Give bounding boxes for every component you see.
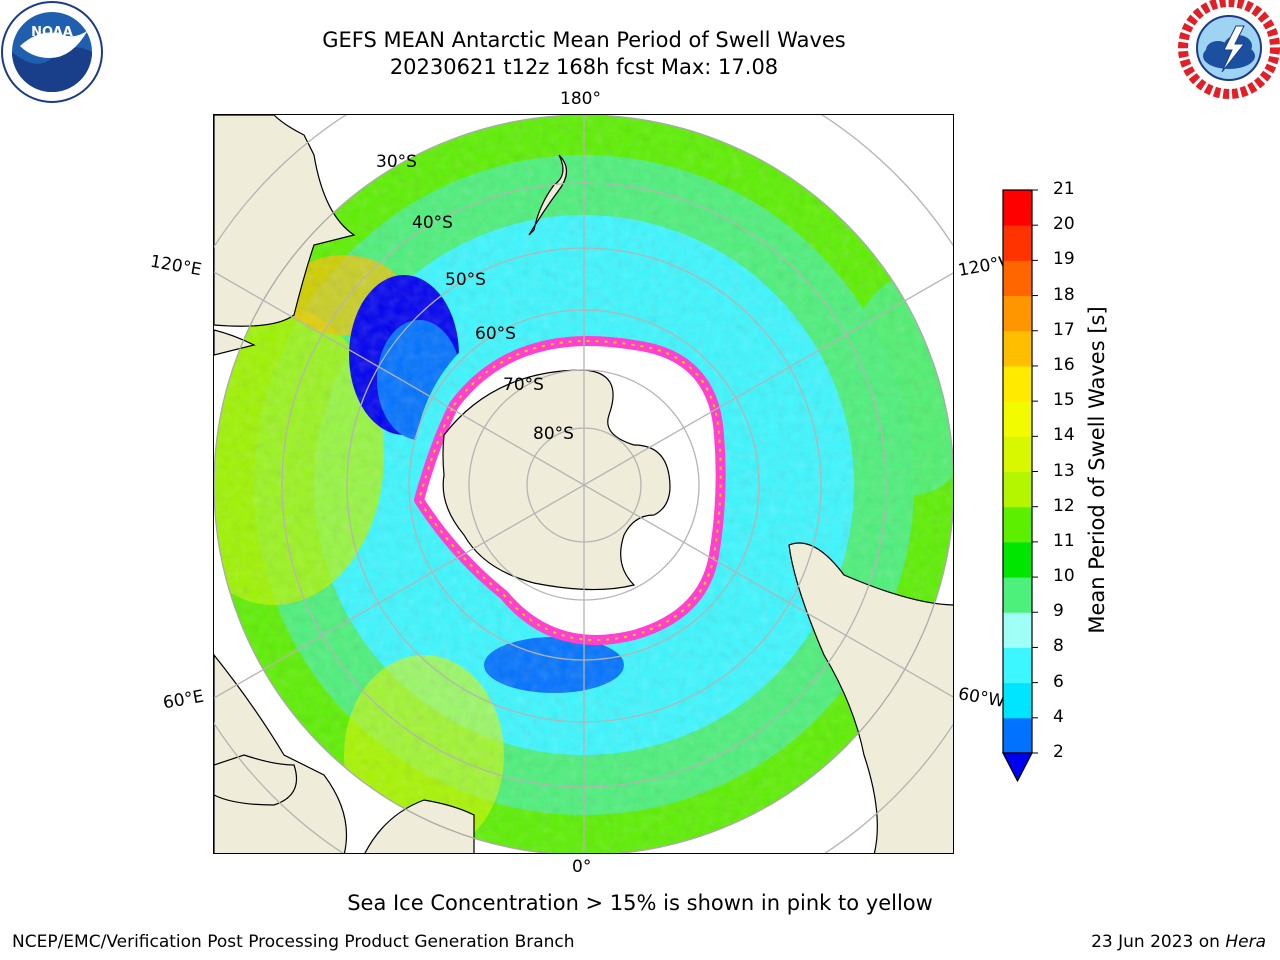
sea-ice-caption: Sea Ice Concentration > 15% is shown in … <box>347 891 933 915</box>
lat-label-50s: 50°S <box>445 270 486 290</box>
colorbar-under-arrow <box>1002 752 1033 783</box>
lat-label-30s: 30°S <box>376 152 417 172</box>
polar-map <box>213 114 954 854</box>
map-canvas <box>214 115 953 853</box>
footer-machine: Hera <box>1225 932 1266 952</box>
colorbar-tick-label: 10 <box>1053 566 1075 587</box>
noaa-logo-icon: NOAA <box>0 0 105 105</box>
colorbar-tick-label: 8 <box>1053 636 1064 657</box>
colorbar-tick-label: 11 <box>1053 530 1075 551</box>
colorbar-segment <box>1003 647 1032 684</box>
graticule <box>214 115 953 853</box>
lon-label-0: 0° <box>572 857 592 877</box>
colorbar-tick-label: 21 <box>1053 179 1075 199</box>
colorbar-title: Mean Period of Swell Waves [s] <box>1085 306 1109 634</box>
footer-date-text: 23 Jun 2023 on <box>1091 932 1226 952</box>
continents <box>214 115 953 853</box>
colorbar-segment <box>1003 365 1032 402</box>
colorbar-tick-label: 16 <box>1053 354 1075 375</box>
colorbar-tick-label: 6 <box>1053 671 1064 692</box>
colorbar-segment <box>1003 330 1032 367</box>
colorbar-segment <box>1003 541 1032 578</box>
colorbar-tick-label: 13 <box>1053 460 1075 481</box>
colorbar-segment <box>1003 682 1032 719</box>
colorbar <box>996 183 1050 788</box>
colorbar-tick-label: 12 <box>1053 495 1075 516</box>
colorbar-segment <box>1003 577 1032 613</box>
lat-label-70s: 70°S <box>503 375 544 395</box>
lat-label-40s: 40°S <box>412 213 453 233</box>
lon-label-60e: 60°E <box>161 686 206 714</box>
colorbar-segment <box>1003 401 1032 437</box>
chart-title: GEFS MEAN Antarctic Mean Period of Swell… <box>322 28 846 52</box>
colorbar-tick-label: 14 <box>1053 425 1075 446</box>
colorbar-segment <box>1003 471 1032 508</box>
colorbar-segment <box>1003 506 1032 543</box>
colorbar-segment <box>1003 717 1032 754</box>
colorbar-tick-label: 19 <box>1053 249 1075 270</box>
colorbar-tick-label: 18 <box>1053 284 1075 305</box>
lon-label-180: 180° <box>560 89 601 109</box>
colorbar-segment <box>1003 190 1032 226</box>
colorbar-tick-label: 15 <box>1053 390 1075 411</box>
colorbar-segment <box>1003 612 1032 648</box>
colorbar-tick-label: 20 <box>1053 214 1075 235</box>
colorbar-segment <box>1003 295 1032 332</box>
colorbar-tick-label: 9 <box>1053 601 1064 622</box>
nws-logo-icon <box>1178 0 1280 100</box>
lat-label-60s: 60°S <box>475 324 516 344</box>
lon-label-120e: 120°E <box>148 251 204 281</box>
colorbar-segment <box>1003 436 1032 472</box>
colorbar-tick-label: 2 <box>1053 742 1064 762</box>
colorbar-tick-label: 4 <box>1053 706 1064 727</box>
colorbar-tick-label: 17 <box>1053 319 1075 340</box>
chart-subtitle: 20230621 t12z 168h fcst Max: 17.08 <box>389 55 779 79</box>
footer-date: 23 Jun 2023 on Hera <box>1091 932 1266 952</box>
lat-label-80s: 80°S <box>533 424 574 444</box>
colorbar-segment <box>1003 225 1032 261</box>
svg-text:NOAA: NOAA <box>31 25 73 40</box>
footer-credit: NCEP/EMC/Verification Post Processing Pr… <box>12 932 575 952</box>
colorbar-segment <box>1003 260 1032 297</box>
